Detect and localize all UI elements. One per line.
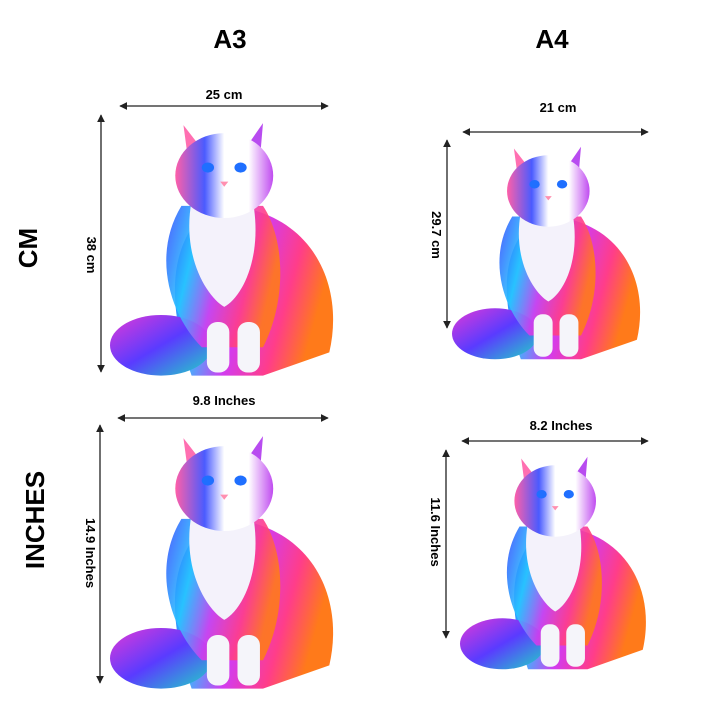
row-label: INCHES bbox=[20, 471, 50, 569]
product-image bbox=[110, 436, 334, 689]
width-label: 21 cm bbox=[540, 100, 577, 115]
height-label: 11.6 Inches bbox=[428, 497, 443, 566]
product-image bbox=[460, 456, 646, 670]
height-label: 29.7 cm bbox=[429, 211, 444, 259]
width-label: 9.8 Inches bbox=[193, 393, 256, 408]
product-image bbox=[110, 123, 334, 376]
width-label: 25 cm bbox=[206, 87, 243, 102]
height-label: 38 cm bbox=[84, 237, 99, 274]
column-title: A3 bbox=[213, 24, 246, 54]
column-title: A4 bbox=[535, 24, 569, 54]
width-label: 8.2 Inches bbox=[530, 418, 593, 433]
row-label: CM bbox=[13, 228, 43, 268]
product-image bbox=[452, 146, 641, 360]
height-label: 14.9 Inches bbox=[83, 518, 98, 588]
